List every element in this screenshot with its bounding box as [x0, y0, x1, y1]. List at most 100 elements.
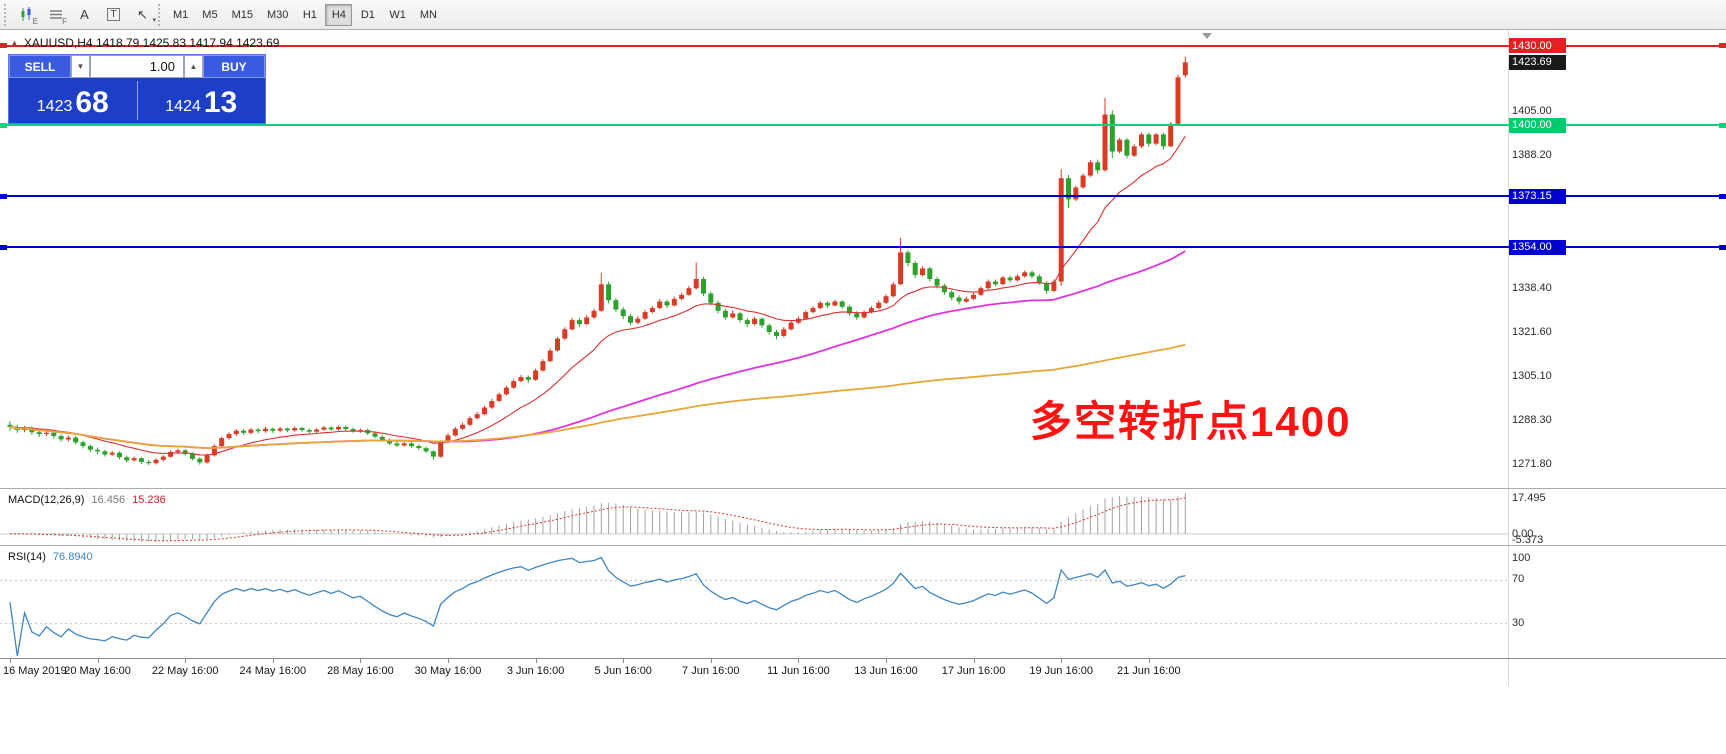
time-axis-label: 30 May 16:00: [414, 665, 482, 677]
text-box-icon: T: [107, 8, 120, 21]
one-click-trading-panel: SELL ▼ ▲ BUY 1423 68 1424 13: [8, 54, 266, 124]
time-axis-tick: [185, 659, 187, 663]
macd-main-value: 16.456: [91, 494, 126, 506]
time-axis-tick: [1148, 659, 1150, 663]
time-axis-tick: [272, 659, 274, 663]
time-axis-tick: [798, 659, 800, 663]
horizontal-line-1430[interactable]: [0, 44, 1726, 47]
time-axis-label: 19 Jun 16:00: [1029, 665, 1093, 677]
rsi-axis-label: 30: [1512, 616, 1525, 629]
panel-divider[interactable]: [0, 488, 1726, 489]
macd-axis-label: 17.495: [1512, 492, 1546, 504]
time-axis-label: 22 May 16:00: [151, 665, 219, 677]
chart-title-text: XAUUSD,H4 1418.79 1425.83 1417.94 1423.6…: [23, 36, 280, 50]
macd-name: MACD(12,26,9): [8, 494, 85, 506]
panel-divider[interactable]: [0, 545, 1726, 546]
volume-input[interactable]: [90, 55, 184, 78]
time-axis-label: 3 Jun 16:00: [506, 665, 565, 677]
price-axis-badge: 1423.69: [1509, 54, 1566, 70]
line-left-edge-marker: [0, 193, 7, 199]
time-axis-tick: [10, 659, 11, 663]
price-axis-label: 1338.40: [1512, 281, 1552, 294]
time-axis-label: 11 Jun 16:00: [766, 665, 830, 677]
bid-ask-divider: [136, 81, 138, 120]
price-axis-badge: 1354.00: [1509, 239, 1566, 255]
tool-sub-label: F: [62, 16, 67, 26]
toolbar-drag-handle[interactable]: [4, 3, 8, 26]
time-axis-tick: [886, 659, 887, 663]
line-right-edge-marker: [1719, 122, 1726, 128]
time-axis-tick: [1061, 659, 1063, 663]
bid-price-main: 1423: [36, 98, 73, 115]
price-axis-label: 1321.60: [1512, 326, 1552, 339]
toolbar: E F A T ↖ ▾ M1 M5 M15 M30 H1 H4 D1 W1 MN: [0, 0, 1726, 30]
rsi-label: RSI(14) 76.8940: [8, 551, 93, 563]
time-axis-tick: [973, 659, 975, 663]
timeframe-m15-button[interactable]: M15: [231, 8, 253, 21]
buy-button[interactable]: BUY: [203, 55, 265, 78]
rsi-axis-label: 70: [1512, 573, 1525, 586]
time-axis-label: 13 Jun 16:00: [854, 665, 918, 677]
timeframe-d1-button[interactable]: D1: [360, 8, 375, 21]
timeframe-h4-button[interactable]: H4: [325, 3, 353, 26]
time-axis-label: 16 May 2019: [3, 665, 67, 677]
horizontal-line-1373.15[interactable]: [0, 195, 1726, 198]
chart-shift-marker[interactable]: [1202, 33, 1212, 39]
sell-button[interactable]: SELL: [9, 55, 71, 78]
chart-window-icon: ▲: [10, 38, 19, 48]
ask-price[interactable]: 1424 13: [138, 78, 266, 123]
time-axis-divider: [0, 658, 1726, 659]
time-axis-label: 5 Jun 16:00: [594, 665, 652, 677]
cursor-tool-button[interactable]: ↖ ▾: [129, 3, 156, 27]
candlestick-icon: [21, 7, 31, 21]
line-right-edge-marker: [1719, 43, 1726, 49]
price-axis-badge: 1430.00: [1509, 38, 1566, 54]
price-axis-label: 1388.20: [1512, 149, 1552, 162]
timeframe-m30-button[interactable]: M30: [266, 8, 289, 21]
time-axis-tick: [360, 659, 362, 663]
text-label-tool-button[interactable]: A: [71, 3, 98, 27]
text-box-tool-button[interactable]: T: [100, 3, 127, 27]
price-axis-label: 1288.30: [1512, 414, 1552, 427]
macd-panel-chart[interactable]: [0, 489, 1508, 546]
line-right-edge-marker: [1719, 193, 1726, 199]
price-axis-label: 1305.10: [1512, 369, 1552, 382]
price-chart[interactable]: [0, 31, 1508, 489]
candlestick-chart-tool-button[interactable]: E: [13, 3, 40, 27]
volume-decrease-button[interactable]: ▼: [71, 55, 90, 78]
time-axis-tick: [710, 659, 712, 663]
indicator-list-tool-button[interactable]: F: [42, 3, 69, 27]
time-axis-label: 7 Jun 16:00: [682, 665, 740, 677]
volume-increase-button[interactable]: ▲: [184, 55, 203, 78]
horizontal-line-1400[interactable]: [0, 124, 1726, 127]
price-axis-border: [1508, 31, 1509, 686]
bid-price[interactable]: 1423 68: [9, 78, 137, 123]
list-lines-icon: [49, 9, 62, 19]
timeframe-h1-button[interactable]: H1: [302, 8, 317, 21]
chart-text-annotation[interactable]: 多空转折点1400: [1030, 398, 1352, 445]
timeframe-buttons: M1 M5 M15 M30 H1 H4 D1 W1 MN: [166, 3, 444, 26]
rsi-panel-chart[interactable]: [0, 546, 1508, 658]
time-axis-tick: [448, 659, 449, 663]
rsi-value: 76.8940: [52, 551, 93, 563]
time-axis-label: 21 Jun 16:00: [1116, 665, 1181, 677]
time-axis-tick: [535, 659, 537, 663]
timeframe-mn-button[interactable]: MN: [419, 8, 437, 21]
ask-price-main: 1424: [165, 98, 201, 115]
time-axis-label: 24 May 16:00: [239, 665, 307, 677]
line-right-edge-marker: [1719, 244, 1726, 250]
timeframe-m1-button[interactable]: M1: [173, 8, 189, 21]
line-left-edge-marker: [0, 122, 7, 128]
line-left-edge-marker: [0, 43, 7, 49]
timeframe-w1-button[interactable]: W1: [389, 8, 406, 21]
macd-axis-label: -5.373: [1512, 534, 1544, 546]
price-axis-label: 1405.00: [1512, 104, 1552, 117]
toolbar-drag-handle[interactable]: [158, 3, 162, 26]
horizontal-line-1354[interactable]: [0, 246, 1726, 249]
price-axis-badge: 1400.00: [1509, 117, 1566, 133]
price-axis-label: 1271.80: [1512, 458, 1552, 471]
macd-signal-value: 15.236: [132, 494, 166, 506]
timeframe-m5-button[interactable]: M5: [202, 8, 218, 21]
chevron-down-icon: ▾: [152, 16, 156, 24]
